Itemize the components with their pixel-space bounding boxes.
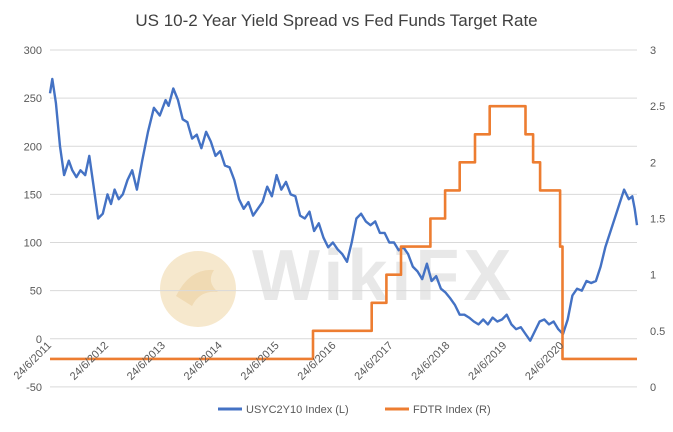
legend: USYC2Y10 Index (L) FDTR Index (R)	[218, 404, 491, 416]
left-tick-label: 0	[36, 334, 42, 346]
right-tick-label: 1.5	[650, 214, 665, 226]
left-tick-label: 300	[24, 45, 42, 57]
watermark: WikiFX	[160, 236, 511, 327]
left-axis: 300 250 200 150 100 50 0 -50	[24, 45, 42, 394]
right-tick-label: 2	[650, 157, 656, 169]
left-tick-label: -50	[26, 382, 42, 394]
right-tick-label: 0	[650, 382, 656, 394]
legend-label-fdtr: FDTR Index (R)	[413, 404, 491, 416]
right-axis: 3 2.5 2 1.5 1 0.5 0	[650, 45, 665, 394]
gridlines	[50, 49, 637, 388]
left-tick-label: 50	[30, 286, 42, 298]
series-line-usyc2y10	[48, 77, 639, 342]
right-tick-label: 3	[650, 45, 656, 57]
right-tick-label: 1	[650, 270, 656, 282]
chart-title: US 10-2 Year Yield Spread vs Fed Funds T…	[135, 11, 537, 30]
legend-label-usyc2y10: USYC2Y10 Index (L)	[246, 404, 349, 416]
right-tick-label: 2.5	[650, 101, 665, 113]
series-layer	[48, 77, 639, 361]
left-tick-label: 100	[24, 238, 42, 250]
left-tick-label: 200	[24, 141, 42, 153]
series-line-fdtr	[50, 104, 637, 361]
watermark-logo-mark	[176, 269, 218, 306]
left-tick-label: 250	[24, 93, 42, 105]
right-tick-label: 0.5	[650, 326, 665, 338]
left-tick-label: 150	[24, 189, 42, 201]
